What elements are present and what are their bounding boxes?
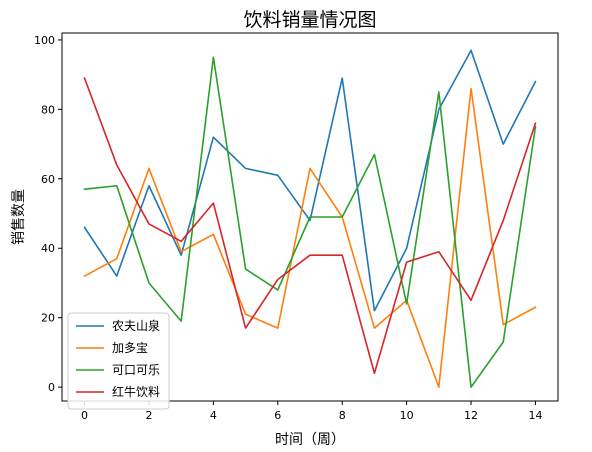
plot-area [83, 49, 537, 388]
y-tick-label-4: 80 [41, 103, 55, 116]
y-tick-label-5: 100 [34, 34, 55, 47]
y-tick-label-2: 40 [41, 242, 55, 255]
series-line-2 [83, 56, 537, 388]
x-tick-label-5: 10 [400, 409, 414, 422]
x-tick-label-7: 14 [528, 409, 542, 422]
y-tick-label-3: 60 [41, 173, 55, 186]
axis-ticks: 0 2 4 6 8 10 12 14 0 20 40 60 80 100 [34, 34, 542, 422]
x-tick-label-6: 12 [464, 409, 478, 422]
x-tick-label-0: 0 [81, 409, 88, 422]
x-tick-label-4: 8 [339, 409, 346, 422]
chart-title: 饮料销量情况图 [243, 9, 376, 31]
x-tick-label-2: 4 [210, 409, 217, 422]
legend-label-2: 可口可乐 [112, 363, 160, 377]
legend-label-0: 农夫山泉 [112, 319, 160, 333]
y-axis-label: 销售数量 [11, 189, 27, 245]
series-line-1 [83, 87, 537, 388]
y-tick-label-0: 0 [48, 381, 55, 394]
legend-label-1: 加多宝 [112, 341, 148, 355]
x-axis-label: 时间（周） [275, 432, 345, 448]
x-tick-label-3: 6 [274, 409, 281, 422]
axes-frame [61, 32, 559, 402]
x-tick-label-1: 2 [145, 409, 152, 422]
legend-label-3: 红牛饮料 [112, 384, 160, 399]
series-line-3 [83, 77, 537, 375]
legend-box [67, 312, 170, 410]
y-tick-label-1: 20 [41, 312, 55, 325]
series-line-0 [83, 49, 537, 312]
